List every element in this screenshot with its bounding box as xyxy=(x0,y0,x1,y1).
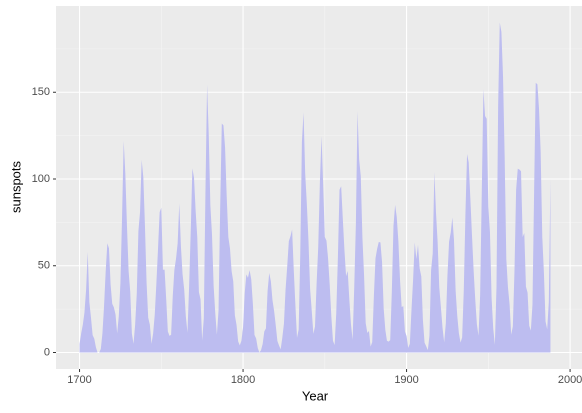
y-tick-label: 0 xyxy=(44,346,50,358)
x-tick-label: 1900 xyxy=(394,374,418,386)
y-tick-label: 150 xyxy=(32,86,50,98)
y-tick-label: 50 xyxy=(38,260,50,272)
y-tick-label: 100 xyxy=(32,173,50,185)
y-axis-title: sunspots xyxy=(8,160,23,213)
x-axis-title: Year xyxy=(302,388,329,403)
x-tick-label: 2000 xyxy=(558,374,582,386)
x-tick-label: 1800 xyxy=(231,374,255,386)
area xyxy=(79,22,551,353)
x-tick-label: 1700 xyxy=(67,374,91,386)
